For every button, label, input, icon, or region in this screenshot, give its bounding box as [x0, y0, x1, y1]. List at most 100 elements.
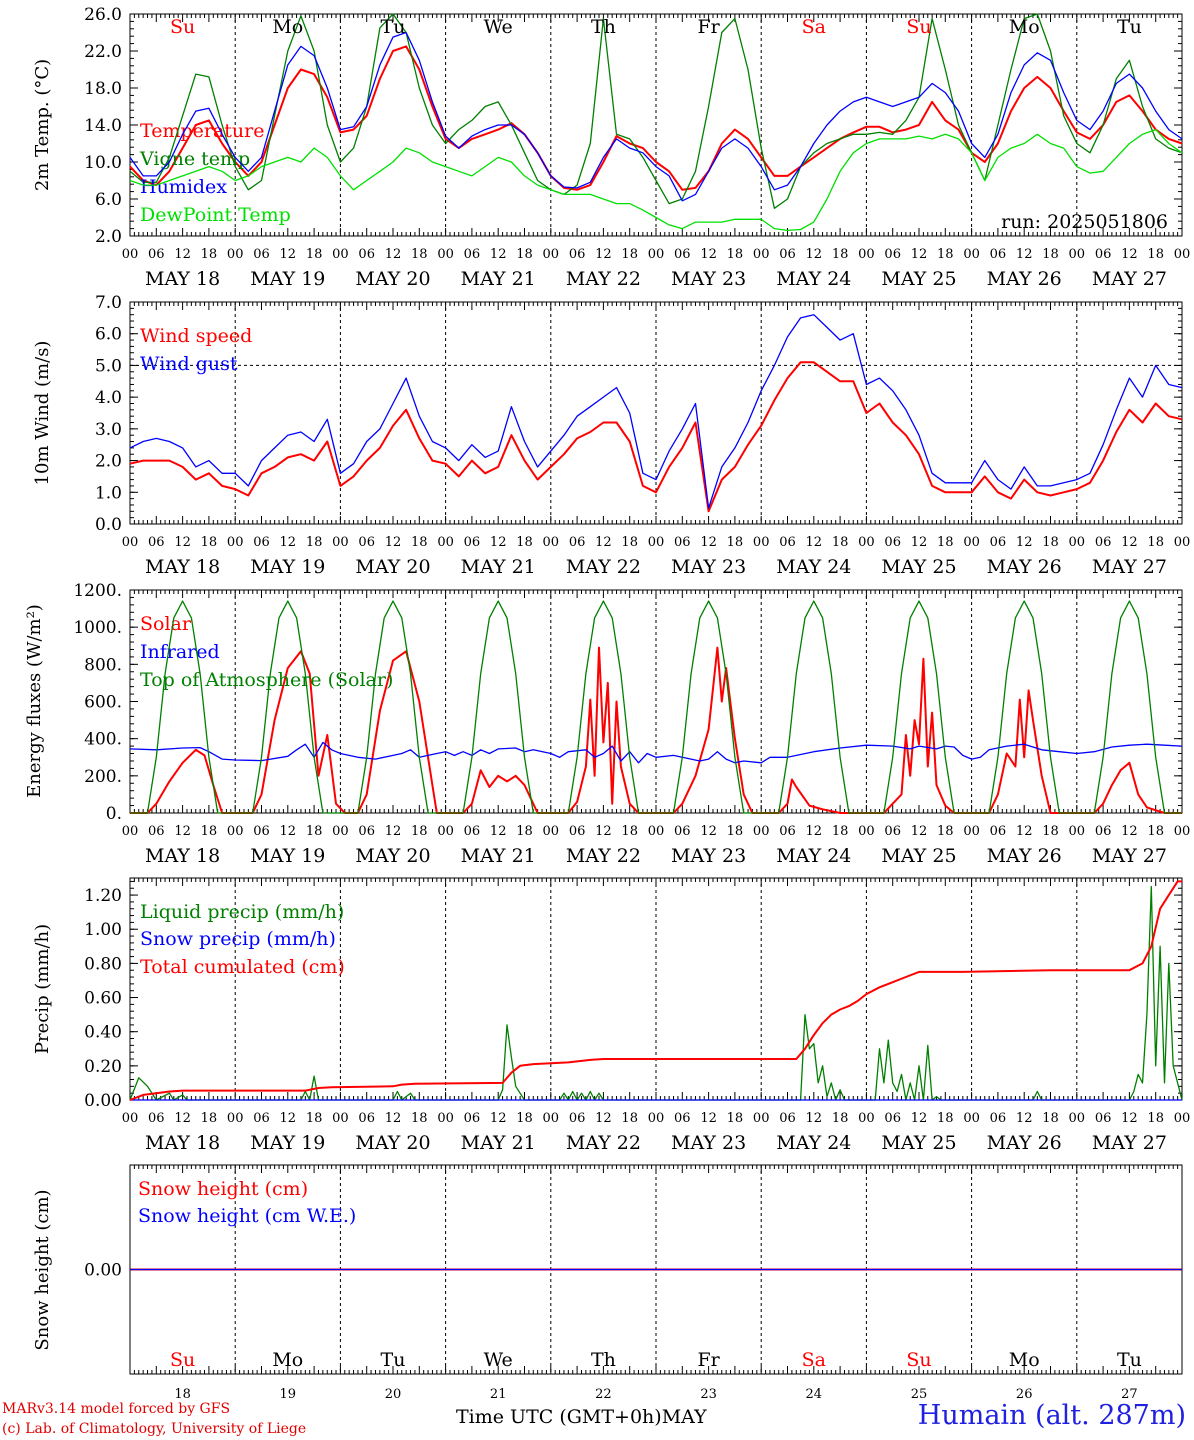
- hour-tick-label: 12: [490, 1111, 507, 1126]
- hour-tick-label: 06: [884, 535, 901, 550]
- y-tick-label: 0.80: [84, 954, 122, 974]
- date-label: MAY 27: [1092, 1132, 1167, 1154]
- date-label: MAY 24: [776, 1132, 851, 1154]
- hour-tick-label: 06: [674, 1111, 691, 1126]
- hour-tick-label: 12: [174, 247, 191, 262]
- date-label: MAY 26: [987, 556, 1062, 578]
- hour-tick-label: 00: [963, 1111, 980, 1126]
- date-label: MAY 24: [776, 268, 851, 290]
- hour-tick-label: 00: [1174, 824, 1191, 839]
- hour-tick-label: 18: [306, 247, 323, 262]
- day-number-label: 18: [174, 1387, 191, 1402]
- hour-tick-label: 06: [779, 824, 796, 839]
- hour-tick-label: 18: [832, 1111, 849, 1126]
- series-line-humidex: [129, 31, 1183, 202]
- hour-tick-label: 00: [227, 535, 244, 550]
- series-line-temperature: [129, 45, 1183, 191]
- day-abbr-label: Fr: [697, 16, 720, 38]
- date-label: MAY 24: [776, 845, 851, 867]
- hour-tick-label: 00: [332, 824, 349, 839]
- hour-tick-label: 18: [832, 247, 849, 262]
- hour-tick-label: 06: [884, 1111, 901, 1126]
- hour-tick-label: 00: [332, 1111, 349, 1126]
- hour-tick-label: 06: [253, 247, 270, 262]
- y-axis-label: 10m Wind (m/s): [32, 341, 53, 486]
- hour-tick-label: 18: [937, 535, 954, 550]
- y-axis-label: Energy fluxes (W/m²): [24, 604, 45, 798]
- day-abbr-label: We: [484, 16, 513, 38]
- hour-tick-label: 18: [306, 824, 323, 839]
- legend-entry: Snow height (cm W.E.): [138, 1205, 356, 1227]
- hour-tick-label: 06: [464, 535, 481, 550]
- hour-tick-label: 00: [858, 247, 875, 262]
- day-abbr-label: Tu: [1117, 16, 1142, 38]
- date-label: MAY 18: [145, 845, 220, 867]
- hour-tick-label: 12: [595, 824, 612, 839]
- hour-tick-label: 12: [280, 824, 297, 839]
- hour-tick-label: 00: [1069, 824, 1086, 839]
- station-title: Humain (alt. 287m): [917, 1400, 1186, 1431]
- date-label: MAY 22: [566, 1132, 641, 1154]
- hour-tick-label: 06: [358, 824, 375, 839]
- hour-tick-label: 12: [806, 535, 823, 550]
- hour-tick-label: 18: [1147, 824, 1164, 839]
- hour-tick-label: 12: [911, 824, 928, 839]
- y-axis-label: 2m Temp. (°C): [32, 59, 53, 191]
- hour-tick-label: 06: [1095, 535, 1112, 550]
- hour-tick-label: 06: [358, 1111, 375, 1126]
- hour-tick-label: 18: [516, 1111, 533, 1126]
- legend-entry: Wind gust: [140, 353, 238, 375]
- legend-entry: Humidex: [140, 176, 227, 198]
- hour-tick-label: 00: [122, 1111, 139, 1126]
- hour-tick-label: 18: [516, 824, 533, 839]
- model-credit: MARv3.14 model forced by GFS: [2, 1401, 231, 1417]
- hour-tick-label: 12: [174, 824, 191, 839]
- hour-tick-label: 00: [1174, 1111, 1191, 1126]
- hour-tick-label: 06: [1095, 1111, 1112, 1126]
- hour-tick-label: 00: [1069, 247, 1086, 262]
- hour-tick-label: 00: [648, 1111, 665, 1126]
- date-label: MAY 19: [250, 845, 325, 867]
- y-tick-label: 800.: [84, 655, 122, 675]
- hour-tick-label: 12: [700, 1111, 717, 1126]
- hour-tick-label: 12: [1016, 824, 1033, 839]
- hour-tick-label: 00: [858, 535, 875, 550]
- hour-tick-label: 12: [490, 824, 507, 839]
- hour-tick-label: 12: [911, 247, 928, 262]
- hour-tick-label: 18: [1042, 247, 1059, 262]
- hour-tick-label: 06: [674, 247, 691, 262]
- y-tick-label: 1000.: [73, 618, 122, 638]
- date-label: MAY 19: [250, 1132, 325, 1154]
- hour-tick-label: 00: [1174, 247, 1191, 262]
- series-line-dewpoint-temp: [129, 128, 1183, 232]
- hour-tick-label: 18: [1042, 535, 1059, 550]
- hour-tick-label: 06: [464, 247, 481, 262]
- series-line-top-of-atmosphere-solar-: [130, 600, 1182, 814]
- day-abbr-label: Fr: [697, 1349, 720, 1371]
- day-abbr-label: Su: [170, 16, 195, 38]
- hour-tick-label: 18: [306, 1111, 323, 1126]
- date-label: MAY 19: [250, 556, 325, 578]
- date-label: MAY 21: [461, 268, 536, 290]
- hour-tick-label: 12: [595, 1111, 612, 1126]
- y-tick-label: 1200.: [73, 581, 122, 601]
- series-line-total-cumulated-cm-: [129, 880, 1182, 1101]
- hour-tick-label: 06: [884, 824, 901, 839]
- hour-tick-label: 00: [963, 247, 980, 262]
- hour-tick-label: 06: [884, 247, 901, 262]
- hour-tick-label: 00: [648, 824, 665, 839]
- hour-tick-label: 18: [621, 1111, 638, 1126]
- hour-tick-label: 12: [1016, 535, 1033, 550]
- series-line-vigne-temp: [129, 13, 1183, 209]
- hour-tick-label: 18: [727, 247, 744, 262]
- day-number-label: 21: [490, 1387, 507, 1402]
- date-label: MAY 22: [566, 845, 641, 867]
- hour-tick-label: 06: [253, 535, 270, 550]
- hour-tick-label: 00: [437, 247, 454, 262]
- day-number-label: 25: [911, 1387, 928, 1402]
- run-label: run: 2025051806: [1001, 211, 1168, 233]
- y-tick-label: 1.20: [84, 886, 122, 906]
- hour-tick-label: 06: [569, 1111, 586, 1126]
- y-axis-label: Snow height (cm): [32, 1189, 53, 1350]
